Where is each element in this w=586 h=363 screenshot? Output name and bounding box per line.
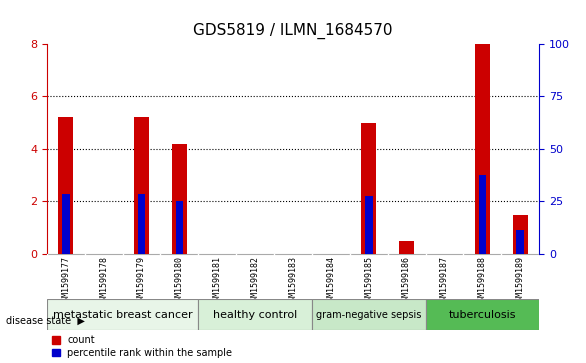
Bar — [58, 117, 73, 254]
Text: GSM1599178: GSM1599178 — [99, 256, 108, 306]
Bar — [134, 117, 149, 254]
Text: metastatic breast cancer: metastatic breast cancer — [53, 310, 192, 320]
FancyBboxPatch shape — [47, 299, 198, 330]
Bar — [365, 196, 373, 254]
Text: tuberculosis: tuberculosis — [448, 310, 516, 320]
Text: GSM1599177: GSM1599177 — [62, 256, 70, 306]
Bar — [399, 241, 414, 254]
Text: GSM1599189: GSM1599189 — [516, 256, 524, 306]
Bar — [513, 215, 528, 254]
Bar — [176, 201, 183, 254]
Bar — [62, 193, 70, 254]
FancyBboxPatch shape — [198, 299, 312, 330]
Text: GSM1599183: GSM1599183 — [288, 256, 298, 306]
Text: gram-negative sepsis: gram-negative sepsis — [316, 310, 421, 320]
Title: GDS5819 / ILMN_1684570: GDS5819 / ILMN_1684570 — [193, 23, 393, 40]
Bar — [361, 123, 376, 254]
Bar — [516, 231, 524, 254]
Bar — [172, 144, 187, 254]
Text: GSM1599184: GSM1599184 — [326, 256, 335, 306]
Text: GSM1599181: GSM1599181 — [213, 256, 222, 306]
Text: GSM1599185: GSM1599185 — [364, 256, 373, 306]
Bar — [479, 175, 486, 254]
Text: GSM1599179: GSM1599179 — [137, 256, 146, 306]
Bar — [475, 44, 490, 254]
Text: GSM1599187: GSM1599187 — [440, 256, 449, 306]
FancyBboxPatch shape — [312, 299, 425, 330]
Text: GSM1599188: GSM1599188 — [478, 256, 487, 306]
Text: GSM1599180: GSM1599180 — [175, 256, 184, 306]
Text: disease state  ▶: disease state ▶ — [6, 316, 85, 326]
Text: GSM1599186: GSM1599186 — [402, 256, 411, 306]
Text: healthy control: healthy control — [213, 310, 297, 320]
Bar — [138, 193, 145, 254]
FancyBboxPatch shape — [425, 299, 539, 330]
Legend: count, percentile rank within the sample: count, percentile rank within the sample — [52, 335, 232, 358]
Text: GSM1599182: GSM1599182 — [251, 256, 260, 306]
